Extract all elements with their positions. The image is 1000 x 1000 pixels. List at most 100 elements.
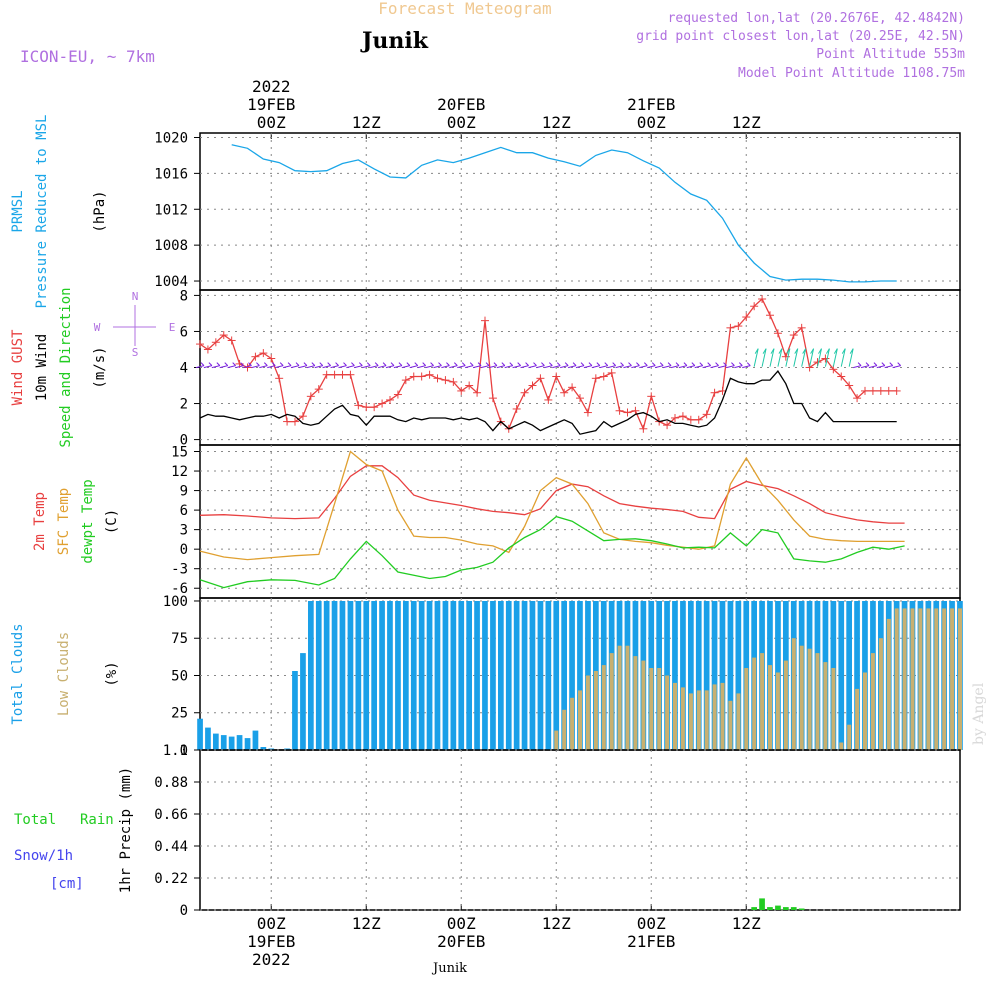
wind-direction-arrow [306, 362, 316, 369]
y-tick-label: 100 [163, 594, 188, 610]
gust-point [536, 374, 545, 383]
bar-low-clouds [554, 730, 559, 750]
y-tick-label: 3 [180, 523, 188, 539]
gust-point [425, 370, 434, 379]
y-tick-label: 4 [180, 361, 188, 377]
wind-direction-arrow [322, 362, 332, 369]
label-total: Total [14, 812, 56, 828]
compass-w: W [94, 321, 101, 334]
bar-total-clouds [711, 601, 718, 750]
panel-wind: 0 2 4 6 8 Wind GUST 10m Wind Speed and Directio… [10, 287, 961, 449]
ylabel-2m-temp: 2m Temp [32, 492, 48, 551]
y-tick-label: 1020 [154, 130, 188, 146]
wind-direction-arrow [354, 362, 363, 369]
bar-total-rain [783, 907, 789, 910]
gust-point [322, 370, 331, 379]
top-tick-label: 00Z [257, 113, 286, 132]
bar-total-clouds [252, 730, 259, 750]
ylabel-total-clouds: Total Clouds [10, 623, 26, 724]
bar-total-clouds [521, 601, 528, 750]
wind-direction-arrow [876, 362, 886, 369]
gust-point [473, 388, 482, 397]
bar-total-clouds [545, 601, 552, 750]
bar-low-clouds [807, 648, 812, 750]
bar-total-clouds [569, 601, 575, 750]
y-tick-label: 0 [180, 903, 188, 919]
gust-point [465, 381, 474, 390]
wind-direction-arrow [219, 362, 229, 369]
gust-point [694, 415, 703, 424]
ylabel-prmsl: PRMSL [10, 190, 26, 232]
wind-direction-arrow [639, 362, 648, 369]
wind-direction-arrow [591, 362, 601, 369]
bar-low-clouds [902, 608, 907, 750]
panel-clouds: 0 25 50 75 100 Total Clouds Low Clouds (%) [10, 594, 963, 759]
bar-low-clouds [799, 645, 804, 750]
bar-low-clouds [593, 671, 598, 750]
y-tick-label: -6 [171, 581, 188, 597]
wind-direction-arrow [290, 362, 300, 369]
wind-direction-arrow [583, 362, 593, 369]
bar-total-rain [775, 905, 781, 910]
wind-direction-arrow [860, 362, 870, 369]
bar-total-clouds [228, 736, 235, 750]
bar-total-clouds [846, 601, 852, 750]
gust-point [853, 394, 862, 403]
ylabel-precip: 1hr Precip (mm) [118, 767, 134, 893]
label-rain: Rain [80, 812, 114, 828]
footer-location: Junik [431, 961, 467, 976]
bar-low-clouds [617, 645, 622, 750]
y-tick-label: 1012 [154, 202, 188, 218]
gust-point [378, 399, 387, 408]
y-tick-label: 0.44 [154, 839, 188, 855]
bar-low-clouds [704, 690, 709, 750]
bar-total-clouds [323, 601, 330, 750]
bar-low-clouds [958, 608, 962, 750]
wind-direction-arrow [848, 348, 854, 367]
gust-point [829, 365, 838, 374]
bar-total-clouds [688, 601, 694, 750]
y-tick-label: 12 [171, 464, 188, 480]
gust-point [449, 377, 458, 386]
bar-low-clouds [855, 688, 860, 750]
wind-direction-arrow [346, 362, 355, 369]
bar-low-clouds [570, 697, 575, 750]
wind-direction-arrow [512, 362, 522, 369]
gust-point [750, 302, 759, 311]
series-line-2m-temp [199, 465, 905, 524]
ylabel-sfc-temp: SFC Temp [56, 488, 72, 555]
panel-precip: 0 0.22 0.44 0.66 0.88 1.1 Total Rain Snow/1h [cm]… [14, 743, 961, 919]
bar-total-clouds [482, 601, 488, 750]
label-snow-unit: [cm] [50, 876, 84, 892]
bar-total-clouds [561, 601, 567, 750]
bar-low-clouds [847, 724, 852, 750]
bar-low-clouds [934, 608, 939, 750]
bar-total-clouds [498, 601, 504, 750]
y-tick-label: 1016 [154, 166, 188, 182]
gust-point [314, 385, 323, 394]
wind-direction-arrow [362, 362, 371, 369]
bar-low-clouds [768, 665, 772, 750]
gust-point [678, 412, 687, 421]
bar-total-rain [759, 898, 765, 910]
wind-direction-arrow [678, 362, 688, 369]
bar-low-clouds [601, 665, 606, 750]
wind-direction-arrow [433, 362, 442, 369]
wind-direction-arrow [702, 362, 712, 369]
bar-low-clouds [918, 608, 923, 750]
gust-point [219, 331, 228, 340]
wind-direction-arrow [441, 362, 450, 369]
bottom-tick-label: 19FEB [247, 932, 295, 951]
bar-total-clouds [442, 601, 449, 750]
wind-direction-arrow [694, 362, 704, 369]
bar-low-clouds [649, 668, 654, 750]
bar-total-clouds [426, 601, 433, 750]
gust-point [726, 323, 735, 332]
wind-direction-arrow [235, 362, 244, 369]
wind-direction-arrow [615, 362, 624, 369]
bottom-tick-label: 00Z [257, 914, 286, 933]
gust-point [544, 395, 553, 404]
y-tick-label: 0 [180, 743, 188, 759]
bar-low-clouds [878, 638, 883, 750]
gust-point [481, 316, 489, 325]
